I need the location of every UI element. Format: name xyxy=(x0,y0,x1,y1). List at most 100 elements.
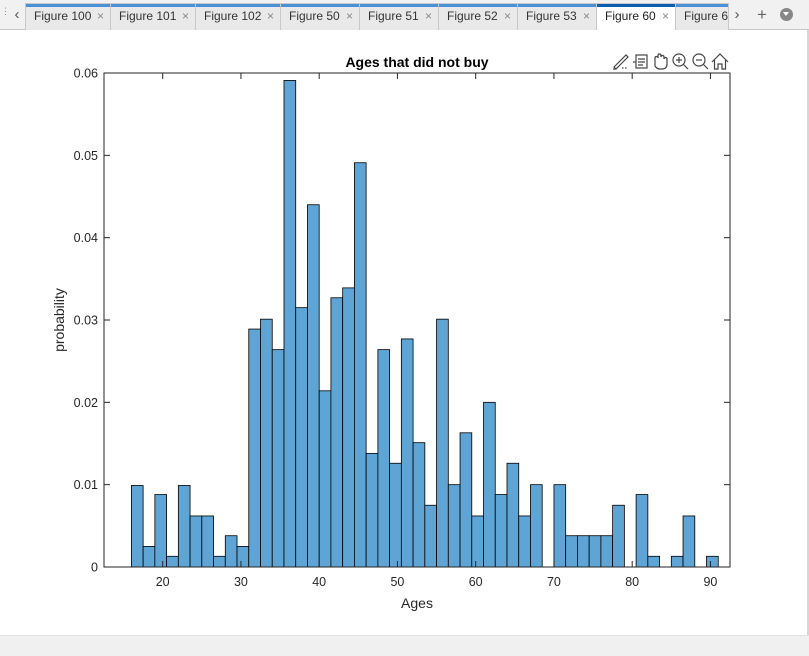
histogram-bar xyxy=(154,494,168,568)
zoom-out-icon[interactable] xyxy=(691,52,709,70)
tab-label: Figure 52 xyxy=(447,9,498,23)
pan-icon[interactable] xyxy=(651,52,669,70)
histogram-bar xyxy=(236,546,250,568)
histogram-bar xyxy=(530,484,543,568)
x-tick-label: 40 xyxy=(312,575,326,589)
chart-title: Ages that did not buy xyxy=(345,54,488,70)
x-axis-label: Ages xyxy=(401,595,433,611)
y-tick-label: 0.01 xyxy=(74,478,98,492)
tab-figure-52[interactable]: Figure 52 × xyxy=(438,3,518,30)
home-icon[interactable] xyxy=(711,52,729,70)
y-tick-label: 0.06 xyxy=(74,67,98,81)
close-icon[interactable]: × xyxy=(181,9,189,23)
y-tick-label: 0.04 xyxy=(74,231,98,245)
tab-label: Figure 51 xyxy=(368,9,419,23)
tab-label: Figure 53 xyxy=(526,9,577,23)
tab-figure-100[interactable]: Figure 100 × xyxy=(25,3,111,30)
histogram-bar xyxy=(647,555,660,568)
drag-grip-icon[interactable]: ⋮ xyxy=(1,6,10,16)
histogram-bar xyxy=(201,515,214,568)
close-icon[interactable]: × xyxy=(345,9,353,23)
x-tick-label: 90 xyxy=(703,575,717,589)
histogram-bar xyxy=(459,432,473,568)
tab-label: Figure 101 xyxy=(119,9,177,23)
y-tick-label: 0 xyxy=(91,561,98,575)
y-tick-label: 0.02 xyxy=(74,396,98,410)
histogram-bar xyxy=(389,462,402,568)
close-icon[interactable]: × xyxy=(96,9,104,23)
tab-label: Figure 50 xyxy=(289,9,340,23)
histogram-bar xyxy=(260,318,273,568)
x-tick-label: 50 xyxy=(390,575,404,589)
histogram-bar xyxy=(600,535,614,568)
x-tick-label: 60 xyxy=(469,575,483,589)
histogram-bar xyxy=(130,485,144,568)
histogram-bar xyxy=(483,401,496,568)
histogram-bar xyxy=(518,515,531,568)
axes-toolbar xyxy=(611,52,729,70)
histogram-bar xyxy=(307,204,320,568)
histogram-bar xyxy=(471,515,484,568)
scroll-tabs-right-icon[interactable]: › xyxy=(734,6,740,23)
x-tick-label: 20 xyxy=(156,575,170,589)
histogram-bar xyxy=(377,349,391,568)
histogram-bar xyxy=(670,555,684,568)
histogram-bar xyxy=(189,515,203,568)
histogram-bar xyxy=(424,504,437,568)
histogram-bar xyxy=(494,494,508,568)
tab-label: Figure 100 xyxy=(34,9,92,23)
histogram-bar xyxy=(142,546,156,568)
histogram-bar xyxy=(635,494,649,568)
figure-tab-bar: ⋮ ‹ Figure 100 × Figure 101 × Figure 102… xyxy=(0,0,809,31)
histogram-bar xyxy=(612,504,625,568)
histogram-bar xyxy=(271,349,285,568)
close-icon[interactable]: × xyxy=(582,9,590,23)
histogram-bar xyxy=(706,555,719,568)
close-icon[interactable]: × xyxy=(424,9,432,23)
histogram-bar xyxy=(283,80,297,568)
histogram-bar xyxy=(565,535,578,568)
zoom-in-icon[interactable] xyxy=(671,52,689,70)
y-tick-label: 0.03 xyxy=(74,314,98,328)
status-strip xyxy=(0,635,809,656)
histogram-bar xyxy=(412,442,426,568)
histogram-bar xyxy=(506,462,520,568)
tab-figure-6[interactable]: Figure 6 xyxy=(675,3,729,30)
histogram-bar xyxy=(353,162,367,568)
histogram-bar xyxy=(177,485,191,568)
tab-figure-51[interactable]: Figure 51 × xyxy=(359,3,439,30)
scroll-tabs-left-icon[interactable]: ‹ xyxy=(14,6,20,23)
histogram-bar xyxy=(166,555,179,568)
histogram-bar xyxy=(447,484,461,568)
histogram-bar xyxy=(248,328,261,568)
window-edge xyxy=(807,30,809,635)
histogram-bar xyxy=(682,515,696,568)
brush-icon[interactable] xyxy=(611,52,629,70)
y-axis-label: probability xyxy=(51,288,67,352)
tab-label: Figure 60 xyxy=(605,9,656,23)
tab-figure-60[interactable]: Figure 60 × xyxy=(596,3,676,31)
add-tab-icon[interactable]: + xyxy=(757,5,767,24)
bars-group xyxy=(130,80,719,568)
histogram-bar xyxy=(588,535,602,568)
ticks-group: 20 30 40 50 60 70 80 90 0 0.01 0.02 0.03 0.04 0.05 0.0… xyxy=(74,67,730,589)
tab-label: Figure 6 xyxy=(684,9,729,23)
close-icon[interactable]: × xyxy=(661,9,669,23)
tab-figure-50[interactable]: Figure 50 × xyxy=(280,3,360,30)
y-tick-label: 0.05 xyxy=(74,149,98,163)
tab-label: Figure 102 xyxy=(204,9,262,23)
close-icon[interactable]: × xyxy=(503,9,511,23)
data-tips-icon[interactable] xyxy=(631,52,649,70)
tab-figure-53[interactable]: Figure 53 × xyxy=(517,3,597,30)
close-icon[interactable]: × xyxy=(266,9,274,23)
histogram-bar xyxy=(365,452,379,568)
histogram-bar xyxy=(400,338,414,568)
histogram-bar xyxy=(224,535,238,568)
histogram-bar xyxy=(342,287,355,568)
histogram-bar xyxy=(553,484,567,568)
tab-figure-102[interactable]: Figure 102 × xyxy=(195,3,281,30)
histogram-bar xyxy=(577,535,590,568)
x-tick-label: 80 xyxy=(625,575,639,589)
tab-menu-icon[interactable] xyxy=(780,8,793,21)
